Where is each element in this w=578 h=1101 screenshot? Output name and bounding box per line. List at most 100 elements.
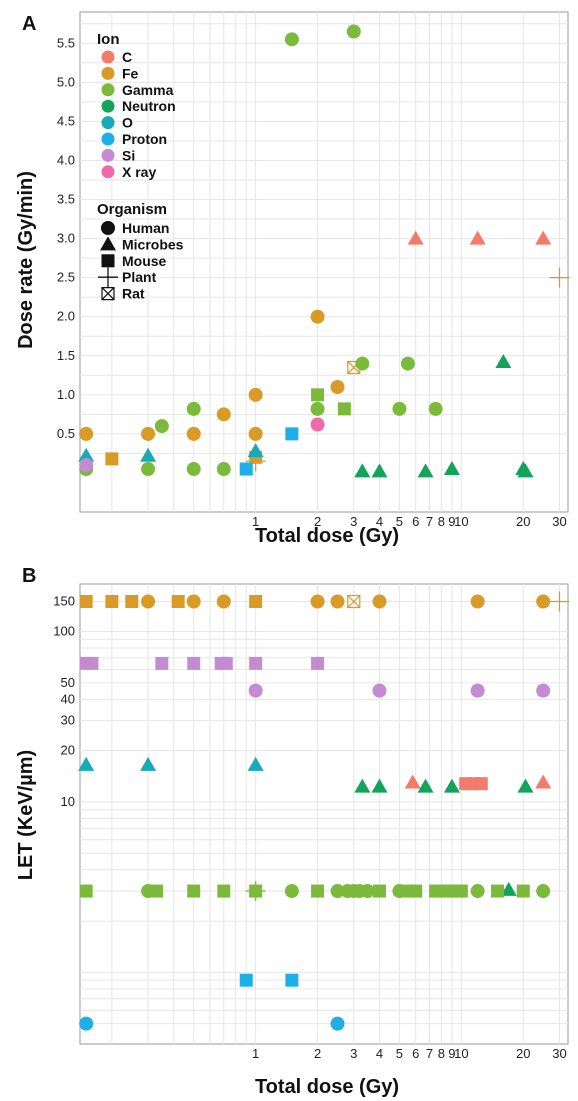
data-point-neutron-triangle xyxy=(417,778,434,793)
panel-a-data-points xyxy=(78,24,570,478)
data-point-fe-circle xyxy=(330,380,345,394)
legend-label-x-ray: X ray xyxy=(122,164,156,180)
x-tick-label: 4 xyxy=(376,514,383,529)
data-point-c-triangle xyxy=(407,230,424,245)
data-point-neutron-triangle xyxy=(517,778,534,793)
data-point-neutron-triangle xyxy=(443,778,460,793)
data-point-c-triangle xyxy=(469,230,486,245)
data-point-fe-circle xyxy=(216,594,231,609)
data-point-si-square xyxy=(249,656,263,670)
data-point-gamma-square xyxy=(337,402,351,416)
panel-b-x-axis-label: Total dose (Gy) xyxy=(255,1076,399,1098)
x-tick-label: 7 xyxy=(426,1046,433,1061)
data-point-gamma-square xyxy=(409,884,423,898)
x-tick-label: 3 xyxy=(350,514,357,529)
data-point-neutron-triangle xyxy=(371,463,388,478)
y-tick-label: 30 xyxy=(61,713,75,728)
data-point-fe-circle xyxy=(216,407,231,422)
legend-label-proton: Proton xyxy=(122,131,167,147)
data-point-fe-circle xyxy=(248,387,263,402)
legend-label-human: Human xyxy=(122,220,169,236)
panel-b-y-axis-label: LET (KeV/µm) xyxy=(15,750,37,880)
x-tick-label: 9 xyxy=(448,1046,455,1061)
data-point-gamma-circle xyxy=(536,884,551,899)
y-tick-label: 50 xyxy=(61,675,75,690)
data-point-neutron-triangle xyxy=(443,461,460,476)
x-tick-label: 2 xyxy=(314,1046,321,1061)
data-point-neutron-triangle xyxy=(371,778,388,793)
data-point-si-square xyxy=(155,656,169,670)
data-point-gamma-circle xyxy=(355,356,370,371)
data-point-o-triangle xyxy=(247,443,264,458)
legend-shape-rat xyxy=(101,287,115,301)
legend-label-plant: Plant xyxy=(122,269,157,285)
legend-title-organism: Organism xyxy=(97,201,167,218)
data-point-si-circle xyxy=(79,458,94,473)
data-point-si-square xyxy=(311,656,325,670)
x-tick-label: 10 xyxy=(454,1046,468,1061)
panel-a-scatter-plot: A 1 2 3 4 5 6 7 8 910 20 30 0.5 1.0 1.5 2.0 2.5 3.0 3.5 4.… xyxy=(15,11,570,547)
legend-swatch-x-ray xyxy=(101,165,115,179)
y-tick-label: 150 xyxy=(53,593,75,608)
legend-swatch-si xyxy=(101,148,115,162)
data-point-neutron-triangle xyxy=(354,463,371,478)
data-point-o-triangle xyxy=(78,447,95,462)
x-tick-label: 1 xyxy=(252,1046,259,1061)
data-point-si-circle xyxy=(470,683,485,698)
x-tick-label: 20 xyxy=(516,1046,530,1061)
x-tick-label: 8 xyxy=(438,514,445,529)
data-point-gamma-circle xyxy=(141,462,156,477)
legend-label-o: O xyxy=(122,115,133,131)
y-tick-label: 100 xyxy=(53,624,75,639)
legend-shape-mouse xyxy=(101,254,115,268)
data-point-fe-circle xyxy=(79,426,94,441)
data-point-o-triangle xyxy=(78,756,95,771)
x-tick-label: 4 xyxy=(376,1046,383,1061)
data-point-c-triangle xyxy=(535,774,552,789)
data-point-fe-square xyxy=(105,452,119,466)
data-point-gamma-circle xyxy=(360,884,375,899)
data-point-proton-square xyxy=(239,973,253,987)
legend-label-microbes: Microbes xyxy=(122,236,184,252)
legend-swatch-fe xyxy=(101,66,115,80)
data-point-neutron-triangle xyxy=(500,881,517,896)
y-tick-label: 5.5 xyxy=(57,35,75,50)
data-point-gamma-square xyxy=(150,884,164,898)
data-point-fe-circle xyxy=(141,594,156,609)
data-point-gamma-circle xyxy=(310,401,325,416)
data-point-fe-circle xyxy=(310,309,325,324)
y-tick-label: 3.5 xyxy=(57,192,75,207)
legend-swatch-gamma xyxy=(101,83,115,97)
data-point-gamma-circle xyxy=(346,24,361,39)
x-tick-label: 20 xyxy=(516,514,530,529)
data-point-neutron-triangle xyxy=(417,463,434,478)
y-tick-label: 5.0 xyxy=(57,74,75,89)
data-point-gamma-square xyxy=(516,884,530,898)
legend-shape-microbes xyxy=(100,236,116,251)
data-point-proton-square xyxy=(239,462,253,476)
x-tick-label: 30 xyxy=(552,514,566,529)
legend-label-c: C xyxy=(122,49,132,65)
x-tick-label: 5 xyxy=(396,1046,403,1061)
panel-b-gridlines xyxy=(80,584,568,1044)
panel-a-tick-labels: 1 2 3 4 5 6 7 8 910 20 30 0.5 1.0 1.5 2.0 2.5 3.0 3.5 4.0 4… xyxy=(57,35,567,529)
data-point-gamma-circle xyxy=(330,884,345,899)
x-tick-label: 30 xyxy=(552,1046,566,1061)
y-tick-label: 1.0 xyxy=(57,387,75,402)
data-point-fe-square xyxy=(249,594,263,608)
data-point-fe-circle xyxy=(330,594,345,609)
data-point-gamma-square xyxy=(79,884,93,898)
legend-label-si: Si xyxy=(122,147,135,163)
data-point-gamma-circle xyxy=(284,884,299,899)
data-point-gamma-circle xyxy=(400,356,415,371)
data-point-si-square xyxy=(219,656,233,670)
data-point-fe-circle xyxy=(186,426,201,441)
data-point-fe-circle xyxy=(310,594,325,609)
data-point-gamma-circle xyxy=(470,884,485,899)
data-point-gamma-plus xyxy=(245,881,266,902)
data-point-fe-circle xyxy=(470,594,485,609)
y-tick-label: 1.5 xyxy=(57,348,75,363)
data-point-gamma-circle xyxy=(284,32,299,47)
